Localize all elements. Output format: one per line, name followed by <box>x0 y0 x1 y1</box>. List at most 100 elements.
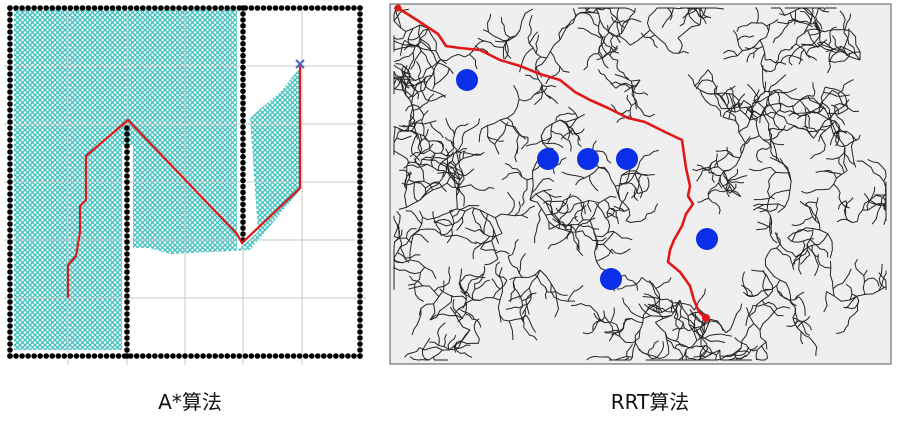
rrt-panel <box>389 3 892 365</box>
tree-branch <box>602 231 615 245</box>
tree-branch <box>737 350 750 354</box>
tree-branch <box>595 225 611 238</box>
tree-branch <box>843 13 852 33</box>
wall-dot <box>124 335 130 341</box>
wall-dot <box>351 353 357 359</box>
tree-branch <box>696 169 704 182</box>
tree-branch <box>404 171 411 208</box>
tree-branch <box>800 10 812 25</box>
tree-branch <box>446 228 453 244</box>
astar-panel <box>4 5 366 365</box>
tree-branch <box>471 283 476 300</box>
wall-dot <box>73 5 80 11</box>
tree-branch <box>644 149 659 157</box>
tree-branch <box>655 277 672 289</box>
tree-branch <box>628 170 648 177</box>
tree-branch <box>769 128 777 161</box>
tree-branch <box>516 133 520 154</box>
wall-dot <box>7 323 13 329</box>
wall-dot <box>7 95 13 101</box>
tree-branch <box>409 229 421 261</box>
tree-branch <box>603 166 621 201</box>
tree-branch <box>837 79 854 95</box>
tree-branch <box>759 329 768 350</box>
wall-dot <box>7 89 13 95</box>
tree-branch <box>445 171 459 190</box>
tree-branch <box>749 109 776 117</box>
tree-branch <box>832 268 852 290</box>
wall-dot <box>357 161 363 167</box>
tree-branch <box>534 274 548 293</box>
tree-branch <box>863 193 882 207</box>
tree-branch <box>762 61 780 73</box>
wall-dot <box>333 353 339 359</box>
tree-branch <box>707 69 718 94</box>
tree-branch <box>463 152 482 156</box>
tree-branch <box>673 299 681 319</box>
wall-dot <box>176 5 182 11</box>
tree-branch <box>408 161 445 171</box>
tree-branch <box>715 153 731 172</box>
wall-dot <box>31 353 37 359</box>
wall-dot <box>357 353 363 359</box>
wall-dot <box>124 353 130 359</box>
tree-branch <box>772 103 782 130</box>
tree-branch <box>432 68 450 90</box>
tree-branch <box>535 39 561 68</box>
wall-dot <box>314 5 321 11</box>
tree-branch <box>699 328 708 359</box>
tree-branch <box>777 18 795 25</box>
tree-branch <box>501 17 511 38</box>
tree-branch <box>630 85 649 96</box>
wall-dot <box>327 353 333 359</box>
tree-branch <box>520 137 529 150</box>
tree-branch <box>715 149 735 157</box>
tree-branch <box>647 340 659 355</box>
tree-branch <box>604 329 619 333</box>
wall-dot <box>124 263 130 269</box>
tree-branch <box>445 129 456 157</box>
tree-branch <box>514 201 521 217</box>
tree-branch <box>849 293 860 318</box>
tree-branch <box>869 199 887 225</box>
tree-branch <box>794 240 806 265</box>
wall-dot <box>7 227 13 233</box>
tree-branch <box>804 335 818 356</box>
wall-dot <box>7 347 13 353</box>
tree-branch <box>437 322 446 346</box>
wall-dot <box>240 64 246 71</box>
wall-dot <box>290 353 297 359</box>
tree-branch <box>753 207 768 211</box>
wall-dot <box>357 107 363 113</box>
tree-branch <box>401 70 413 79</box>
tree-branch <box>470 184 495 191</box>
tree-branch <box>843 152 855 166</box>
tree-branch <box>421 110 429 128</box>
tree-branch <box>609 45 618 56</box>
tree-branch <box>487 136 504 142</box>
tree-branch <box>798 296 806 316</box>
wall-dot <box>290 5 297 11</box>
tree-branch <box>751 269 774 291</box>
tree-branch <box>764 279 781 290</box>
wall-dot <box>357 173 363 179</box>
tree-branch <box>495 261 508 281</box>
tree-branch <box>445 117 455 135</box>
tree-branch <box>871 192 887 225</box>
tree-branch <box>843 28 861 61</box>
tree-branch <box>722 168 739 187</box>
tree-branch <box>596 47 612 61</box>
tree-branch <box>512 276 524 307</box>
tree-branch <box>649 37 658 49</box>
tree-branch <box>521 179 528 207</box>
wall-dot <box>357 5 363 11</box>
tree-branch <box>839 10 846 30</box>
tree-branch <box>423 59 441 91</box>
wall-dot <box>357 125 363 131</box>
tree-branch <box>776 247 794 267</box>
tree-branch <box>560 128 574 140</box>
tree-branch <box>737 35 755 41</box>
tree-branch <box>504 29 521 44</box>
wall-dot <box>357 317 363 323</box>
tree-branch <box>843 32 856 54</box>
